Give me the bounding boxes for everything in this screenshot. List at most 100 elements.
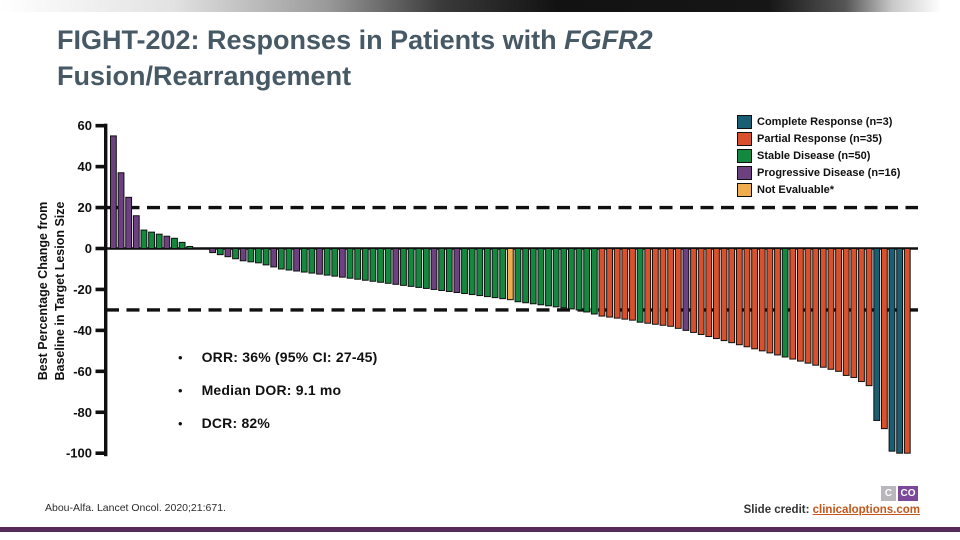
waterfall-bar-pr <box>659 248 667 326</box>
legend-item-pd: Progressive Disease (n=16) <box>737 164 900 181</box>
waterfall-bar-pr <box>880 248 888 430</box>
waterfall-bar-sd <box>781 248 789 358</box>
slide-credit-label: Slide credit: <box>743 504 813 516</box>
waterfall-bar-pr <box>598 248 606 317</box>
waterfall-bar-pd <box>293 248 301 272</box>
waterfall-bar-pr <box>713 248 720 340</box>
citation: Abou-Alfa. Lancet Oncol. 2020;21:671. <box>45 502 226 514</box>
waterfall-bar-pr <box>766 248 774 354</box>
waterfall-bar-cr <box>873 248 881 421</box>
y-axis-tick <box>95 123 105 128</box>
chart-legend: Complete Response (n=3) Partial Response … <box>737 113 900 198</box>
legend-item-cr: Complete Response (n=3) <box>737 113 900 130</box>
y-axis-tick <box>95 287 105 292</box>
legend-swatch <box>737 182 752 197</box>
waterfall-bar-pr <box>743 248 751 348</box>
waterfall-bar-sd <box>590 248 598 315</box>
waterfall-bar-pd <box>392 248 400 285</box>
waterfall-bar-sd <box>461 248 468 295</box>
waterfall-bar-pd <box>209 248 217 254</box>
waterfall-bar-sd <box>484 248 491 298</box>
waterfall-bar-pr <box>735 248 743 346</box>
waterfall-bar-sd <box>285 248 293 271</box>
waterfall-bar-pr <box>842 248 850 376</box>
waterfall-bar-sd <box>346 248 354 279</box>
legend-swatch <box>737 148 752 163</box>
bullet-item: • ORR: 36% (95% CI: 27-45) <box>178 349 598 382</box>
waterfall-bar-sd <box>178 241 186 249</box>
waterfall-bar-sd <box>468 248 476 296</box>
waterfall-bar-pr <box>751 248 759 350</box>
legend-item-ne: Not Evaluable* <box>737 181 900 198</box>
waterfall-bar-sd <box>216 248 224 256</box>
waterfall-bar-pd <box>132 215 140 249</box>
bullet-marker: • <box>178 350 183 365</box>
y-axis-tick <box>95 328 105 333</box>
waterfall-bar-pr <box>850 248 858 378</box>
waterfall-bar-pr <box>629 248 636 321</box>
waterfall-bar-sd <box>247 248 255 263</box>
waterfall-bar-sd <box>438 248 446 291</box>
legend-item-sd: Stable Disease (n=50) <box>737 147 900 164</box>
cco-logo-co: CO <box>898 486 918 501</box>
legend-swatch <box>737 131 752 146</box>
waterfall-bar-pr <box>705 248 713 338</box>
slide-title: FIGHT-202: Responses in Patients with FG… <box>57 22 877 94</box>
y-axis-tick-label: 0 <box>85 241 92 256</box>
top-accent-bar <box>0 0 960 12</box>
waterfall-bar-sd <box>155 233 163 250</box>
waterfall-bar-sd <box>514 248 522 303</box>
y-axis-label-line2: Baseline in Target Lesion Size <box>53 201 67 381</box>
y-axis-tick-label: -60 <box>73 364 92 379</box>
waterfall-bar-pr <box>819 248 827 368</box>
waterfall-bar-pr <box>613 248 621 319</box>
bullet-item: • Median DOR: 9.1 mo <box>178 382 598 415</box>
waterfall-bar-sd <box>522 248 530 304</box>
waterfall-bar-pr <box>720 248 728 342</box>
waterfall-bar-pd <box>430 248 438 290</box>
waterfall-bar-sd <box>277 248 285 270</box>
legend-swatch <box>737 165 752 180</box>
legend-swatch <box>737 114 752 129</box>
y-axis-tick <box>95 451 105 455</box>
waterfall-bar-sd <box>583 248 591 313</box>
y-axis-label: Best Percentage Change from Baseline in … <box>35 141 71 441</box>
waterfall-bar-sd <box>422 248 430 289</box>
waterfall-bar-pr <box>674 248 682 329</box>
title-line-1: FIGHT-202: Responses in Patients with FG… <box>57 22 877 58</box>
legend-label: Complete Response (n=3) <box>757 115 893 128</box>
waterfall-bar-sd <box>384 248 392 284</box>
waterfall-bar-ne <box>506 248 514 301</box>
waterfall-bar-pd <box>270 248 278 268</box>
waterfall-bar-pr <box>621 248 629 320</box>
waterfall-bar-pr <box>858 248 865 383</box>
waterfall-bar-pr <box>789 248 797 360</box>
bullet-marker: • <box>178 383 183 398</box>
credit-link[interactable]: clinicaloptions.com <box>812 504 920 516</box>
waterfall-bar-sd <box>148 231 155 249</box>
waterfall-bar-pd <box>117 172 125 249</box>
waterfall-bar-sd <box>552 248 560 308</box>
waterfall-bar-pr <box>903 248 911 454</box>
waterfall-bar-pd <box>224 248 232 258</box>
waterfall-bar-sd <box>369 248 377 282</box>
waterfall-bar-sd <box>636 248 644 323</box>
waterfall-bar-pd <box>453 248 461 294</box>
legend-label: Partial Response (n=35) <box>757 132 883 145</box>
waterfall-bar-sd <box>499 248 507 300</box>
waterfall-bar-pr <box>865 248 873 387</box>
y-axis-tick <box>95 164 105 169</box>
y-axis-line <box>104 123 108 457</box>
legend-label: Stable Disease (n=50) <box>757 149 871 162</box>
waterfall-bar-sd <box>255 248 262 264</box>
waterfall-bar-pr <box>606 248 613 318</box>
y-axis-tick-label: -20 <box>73 282 92 297</box>
bullet-text: Median DOR: 9.1 mo <box>201 382 342 398</box>
waterfall-bar-sd <box>415 248 423 288</box>
waterfall-bar-pr <box>651 248 659 325</box>
waterfall-bar-cr <box>896 248 904 454</box>
cco-logo-c: C <box>881 486 896 501</box>
bullet-marker: • <box>178 416 183 431</box>
waterfall-bar-pr <box>644 248 652 324</box>
